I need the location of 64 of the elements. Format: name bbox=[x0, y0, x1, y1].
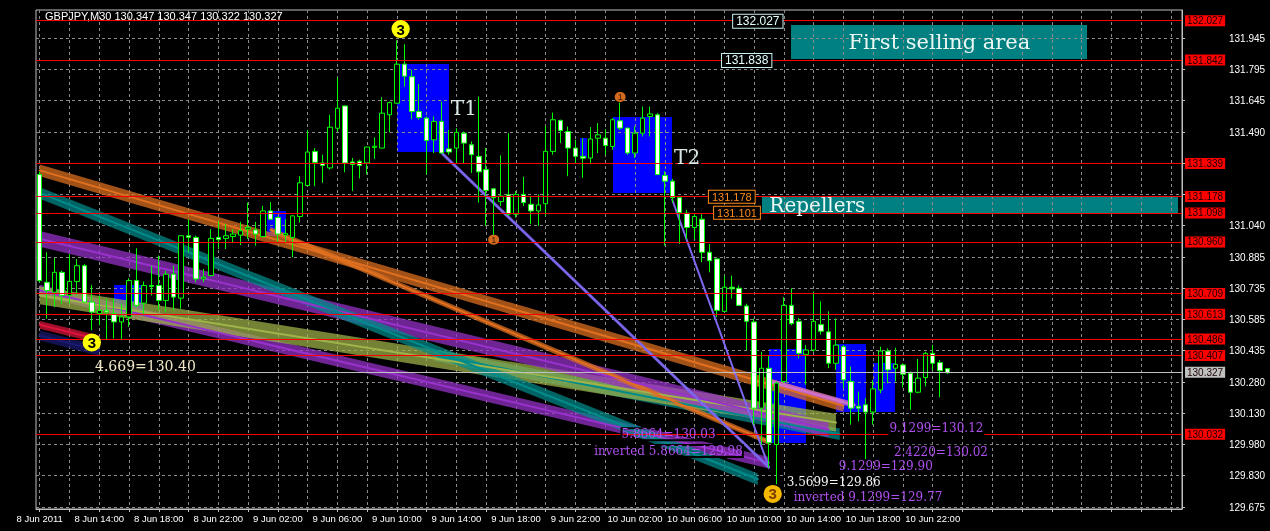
annotation: 3 bbox=[396, 20, 405, 38]
annotation: 9.1299=129.90 bbox=[838, 459, 933, 474]
y-tick-label: 131.490 bbox=[1229, 126, 1266, 138]
ref-line-label: 130.613 bbox=[1187, 308, 1224, 320]
x-tick-label: 9 Jun 22:00 bbox=[550, 512, 601, 524]
x-tick-label: 9 Jun 06:00 bbox=[312, 512, 363, 524]
y-tick-label: 131.795 bbox=[1229, 63, 1266, 75]
annotation: 3 bbox=[768, 485, 777, 503]
ref-line-label: 130.960 bbox=[1187, 236, 1224, 248]
y-tick-label: 131.040 bbox=[1229, 219, 1266, 231]
ref-line-label: 131.098 bbox=[1187, 207, 1224, 219]
ref-line-label: 131.842 bbox=[1187, 54, 1224, 66]
annotation: 2.4220=130.02 bbox=[893, 444, 988, 459]
annotation: inverted 5.8664=129.98 bbox=[594, 443, 743, 458]
x-tick-label: 10 Jun 06:00 bbox=[667, 512, 723, 524]
annotation: inverted 9.1299=129.77 bbox=[793, 490, 943, 505]
x-tick-label: 10 Jun 14:00 bbox=[786, 512, 842, 524]
y-tick-label: 130.280 bbox=[1229, 376, 1266, 388]
y-tick-label: 129.830 bbox=[1229, 470, 1266, 482]
y-tick-label: 130.735 bbox=[1229, 282, 1266, 294]
ref-line-label: 132.027 bbox=[1187, 15, 1224, 27]
annotation: 1 bbox=[617, 92, 623, 103]
x-tick-label: 9 Jun 18:00 bbox=[491, 512, 541, 524]
annotation: T1 bbox=[450, 95, 477, 120]
x-tick-label: 9 Jun 10:00 bbox=[372, 512, 422, 524]
x-tick-label: 9 Jun 02:00 bbox=[253, 512, 303, 524]
x-tick-label: 8 Jun 2011 bbox=[16, 512, 63, 524]
annotation: 131.178 bbox=[711, 190, 752, 203]
x-tick-label: 10 Jun 02:00 bbox=[607, 512, 663, 524]
annotation: Repellers bbox=[769, 192, 866, 217]
ref-line-label: 131.339 bbox=[1187, 157, 1224, 169]
x-tick-label: 10 Jun 18:00 bbox=[845, 512, 901, 524]
annotation: 1 bbox=[491, 234, 497, 245]
x-tick-label: 10 Jun 22:00 bbox=[905, 512, 961, 524]
x-tick-label: 8 Jun 14:00 bbox=[74, 512, 125, 524]
y-tick-label: 129.980 bbox=[1229, 439, 1266, 451]
y-tick-label: 130.585 bbox=[1229, 313, 1266, 325]
x-tick-label: 8 Jun 22:00 bbox=[193, 512, 244, 524]
y-tick-label: 129.675 bbox=[1229, 502, 1266, 514]
x-tick-label: 10 Jun 10:00 bbox=[726, 512, 782, 524]
annotation: 131.838 bbox=[724, 53, 769, 68]
ref-line-label: 130.407 bbox=[1187, 350, 1224, 362]
y-tick-label: 131.945 bbox=[1229, 32, 1266, 44]
ref-line-label: 130.709 bbox=[1187, 288, 1224, 300]
annotation: T2 bbox=[674, 144, 701, 169]
y-tick-label: 130.435 bbox=[1229, 344, 1266, 356]
chart-title: GBPJPY,M30 130.347 130.347 130.322 130.327 bbox=[45, 9, 283, 22]
y-tick-label: 131.645 bbox=[1229, 94, 1266, 106]
ref-line-label: 130.032 bbox=[1187, 428, 1224, 440]
annotation: 132.027 bbox=[736, 14, 780, 29]
annotation: 4.669=130.40 bbox=[94, 357, 196, 374]
annotation: 9.1299=130.12 bbox=[889, 421, 984, 436]
y-tick-label: 130.130 bbox=[1229, 408, 1266, 419]
annotation: First selling area bbox=[848, 30, 1031, 55]
annotation: 131.101 bbox=[717, 206, 757, 219]
y-tick-label: 130.885 bbox=[1229, 251, 1266, 263]
ref-line-label: 131.178 bbox=[1187, 190, 1224, 202]
ref-line-label: 130.327 bbox=[1187, 366, 1224, 378]
annotation: 3.5699=129.86 bbox=[786, 474, 881, 489]
x-tick-label: 8 Jun 18:00 bbox=[133, 512, 184, 524]
x-tick-label: 9 Jun 14:00 bbox=[431, 512, 482, 524]
ref-line-label: 130.486 bbox=[1187, 333, 1224, 345]
annotation: 5.8664=130.03 bbox=[621, 427, 716, 442]
annotation: 3 bbox=[87, 333, 96, 351]
